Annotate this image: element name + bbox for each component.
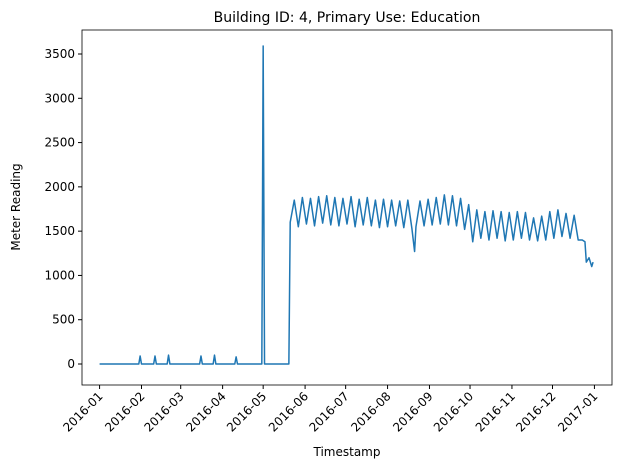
- x-tick-label: 2016-08: [348, 389, 393, 434]
- y-tick-label: 1000: [44, 268, 75, 282]
- x-tick-label: 2017-01: [555, 389, 600, 434]
- x-tick-label: 2016-07: [306, 389, 351, 434]
- y-tick-label: 500: [52, 313, 75, 327]
- y-tick-label: 1500: [44, 224, 75, 238]
- x-tick-label: 2016-12: [513, 389, 558, 434]
- y-tick-label: 2000: [44, 180, 75, 194]
- x-tick-label: 2016-05: [224, 389, 269, 434]
- x-tick-label: 2016-06: [266, 389, 311, 434]
- x-axis-label: Timestamp: [313, 445, 381, 459]
- x-tick-label: 2016-10: [431, 389, 476, 434]
- y-tick-label: 0: [67, 357, 75, 371]
- chart-title: Building ID: 4, Primary Use: Education: [214, 10, 481, 26]
- y-axis-label: Meter Reading: [9, 163, 23, 250]
- y-tick-label: 2500: [44, 136, 75, 150]
- y-tick-label: 3500: [44, 47, 75, 61]
- plot-frame: [81, 29, 613, 386]
- x-tick-label: 2016-09: [390, 389, 435, 434]
- x-tick-label: 2016-04: [183, 389, 228, 434]
- data-line: [99, 45, 594, 365]
- x-tick-label: 2016-01: [60, 389, 105, 434]
- x-tick-label: 2016-03: [141, 389, 186, 434]
- y-tick-label: 3000: [44, 91, 75, 105]
- x-tick-label: 2016-02: [102, 389, 147, 434]
- x-tick-label: 2016-11: [473, 389, 518, 434]
